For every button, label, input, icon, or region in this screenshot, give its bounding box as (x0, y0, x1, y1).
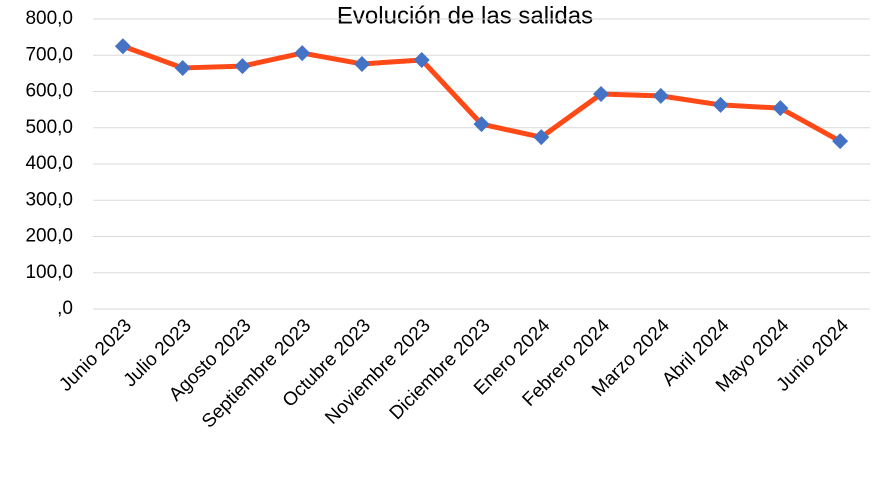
data-point (413, 51, 430, 68)
data-point (772, 100, 789, 117)
data-point (652, 87, 669, 104)
y-tick-label: 700,0 (25, 44, 73, 65)
y-tick-label: 100,0 (25, 262, 73, 283)
data-point (353, 55, 370, 72)
data-point (473, 116, 490, 133)
data-point (712, 96, 729, 113)
y-tick-label: 800,0 (25, 8, 73, 29)
data-point (832, 133, 849, 150)
x-tick-label: Junio 2023 (55, 315, 136, 396)
chart-title: Evolución de las salidas (337, 2, 593, 29)
x-tick-label: Diciembre 2023 (386, 315, 495, 424)
data-point (114, 38, 131, 55)
y-tick-label: 200,0 (25, 226, 73, 247)
data-point (174, 59, 191, 76)
y-tick-label: 400,0 (25, 153, 73, 174)
y-tick-label: ,0 (57, 298, 73, 319)
x-tick-label: Noviembre 2023 (321, 315, 434, 428)
y-tick-label: 600,0 (25, 81, 73, 102)
data-point (234, 58, 251, 75)
x-tick-label: Septiembre 2023 (198, 315, 315, 432)
data-point (294, 45, 311, 62)
data-point (593, 86, 610, 103)
y-tick-label: 500,0 (25, 117, 73, 138)
y-tick-label: 300,0 (25, 189, 73, 210)
data-point (533, 129, 550, 146)
